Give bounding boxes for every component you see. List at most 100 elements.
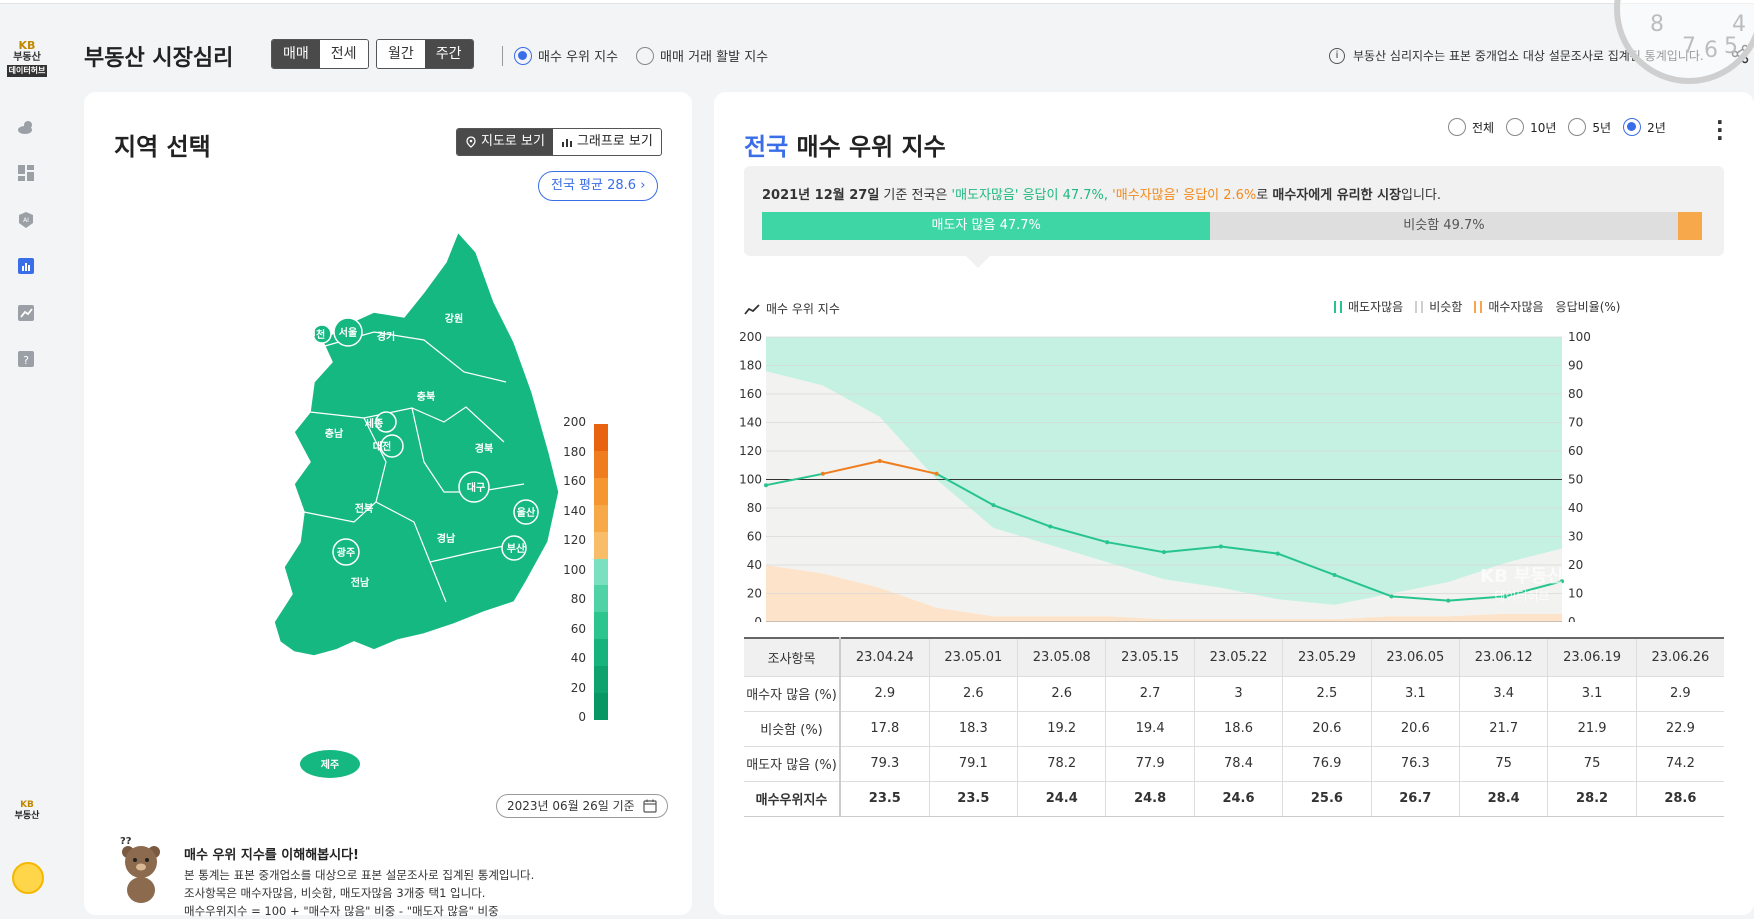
table-cell: 78.4 bbox=[1193, 746, 1283, 782]
radio-2y[interactable] bbox=[1623, 118, 1642, 136]
avatar[interactable] bbox=[12, 862, 44, 894]
border-line bbox=[309, 406, 505, 443]
index-point[interactable] bbox=[1503, 594, 1508, 599]
more-menu-icon[interactable]: · · · bbox=[1716, 110, 1724, 150]
table-cell: 76.3 bbox=[1370, 746, 1460, 782]
map-view-button[interactable]: 지도로 보기 bbox=[457, 129, 553, 155]
date-picker[interactable]: 2023년 06월 26일 기준 bbox=[496, 794, 668, 818]
radio-buy-index-label[interactable]: 매수 우위 지수 bbox=[538, 50, 619, 65]
region-label[interactable]: 전남 bbox=[351, 576, 370, 589]
kb-small-logo[interactable]: KB 부동산 bbox=[10, 800, 44, 822]
year-option-10[interactable]: 10년 bbox=[1506, 118, 1556, 136]
graph-view-button[interactable]: 그래프로 보기 bbox=[553, 129, 661, 155]
y-left-tick: 20 bbox=[747, 587, 762, 601]
radio-buy-index[interactable] bbox=[514, 46, 532, 65]
legend-buyer: 매수자많음 bbox=[1474, 298, 1544, 315]
region-label[interactable]: 부산 bbox=[507, 542, 526, 555]
gwangju-boundary bbox=[332, 538, 360, 566]
scale-tick-label: 20 bbox=[570, 680, 586, 695]
y-left-tick: 200 bbox=[739, 330, 762, 344]
region-label[interactable]: 세종 bbox=[365, 417, 383, 430]
seoul-boundary bbox=[333, 317, 363, 347]
dashboard-icon[interactable] bbox=[14, 162, 38, 184]
radio-5y[interactable] bbox=[1568, 118, 1587, 136]
same-area bbox=[766, 371, 1562, 620]
explain-line: 본 통계는 표본 중개업소를 대상으로 표본 설문조사로 집계된 통계입니다. bbox=[184, 868, 535, 882]
table-column-header: 23.06.19 bbox=[1547, 637, 1637, 677]
year-option-all[interactable]: 전체 bbox=[1448, 118, 1494, 136]
index-point[interactable] bbox=[820, 471, 825, 476]
logo2-name: 부동산 bbox=[14, 811, 40, 821]
help-icon[interactable]: ? bbox=[14, 348, 38, 370]
year-option-2[interactable]: 2년 bbox=[1623, 118, 1666, 136]
region-label[interactable]: 경남 bbox=[437, 532, 456, 545]
region-label[interactable]: 인천 bbox=[307, 328, 325, 341]
radio-all[interactable] bbox=[1448, 118, 1466, 136]
region-label[interactable]: 전북 bbox=[355, 502, 373, 515]
info-text: 부동산 심리지수는 표본 중개업소 대상 설문조사로 집계된 통계입니다. bbox=[1353, 49, 1704, 63]
index-line-segment bbox=[936, 472, 994, 507]
radio-trade-index-label[interactable]: 매매 거래 활발 지수 bbox=[660, 50, 769, 65]
scale-tick-label: 60 bbox=[570, 621, 586, 636]
scale-tick-label: 80 bbox=[570, 592, 586, 606]
national-average-button[interactable]: 전국 평균 28.6 › bbox=[538, 171, 659, 201]
region-label[interactable]: 대전 bbox=[373, 440, 391, 453]
kb-chart-icon[interactable] bbox=[14, 255, 38, 277]
header: 부동산 시장심리 매매 전세 월간 주간 매수 우위 지수 매매 거래 활발 지… bbox=[54, 0, 1754, 92]
table-column-header: 23.06.26 bbox=[1635, 637, 1724, 677]
ai-icon[interactable]: AI bbox=[14, 209, 38, 231]
weather-icon[interactable] bbox=[14, 116, 38, 138]
trend-icon[interactable] bbox=[14, 302, 38, 324]
area-legend: 매도자많음 비슷함 매수자많음 응답비율(%) bbox=[1334, 298, 1620, 315]
index-point[interactable] bbox=[877, 458, 882, 463]
tab-weekly[interactable]: 주간 bbox=[424, 40, 473, 68]
index-point[interactable] bbox=[1048, 524, 1053, 529]
region-label[interactable]: 경북 bbox=[475, 442, 493, 455]
legend-label: 매도자많음 bbox=[1348, 300, 1404, 314]
region-label[interactable]: 대구 bbox=[467, 481, 485, 494]
kb-logo[interactable]: KB 부동산 데이터허브 bbox=[6, 40, 48, 77]
index-point[interactable] bbox=[1332, 572, 1337, 577]
tab-jeonse[interactable]: 전세 bbox=[319, 40, 368, 68]
index-point[interactable] bbox=[1560, 579, 1564, 584]
sidebar: KB 부동산 데이터허브 AI ? KB 부동산 bbox=[0, 4, 54, 915]
y-right-tick: 50 bbox=[1568, 473, 1583, 487]
region-label[interactable]: 경기 bbox=[377, 330, 395, 343]
region-label[interactable]: 충북 bbox=[417, 390, 435, 403]
index-point[interactable] bbox=[1162, 550, 1166, 555]
region-label[interactable]: 서울 bbox=[339, 326, 357, 339]
region-label[interactable]: 강원 bbox=[445, 312, 463, 325]
index-line-segment bbox=[822, 459, 880, 475]
tab-sale[interactable]: 매매 bbox=[272, 40, 320, 68]
radio-trade-index[interactable] bbox=[636, 46, 655, 65]
region-label[interactable]: 충남 bbox=[325, 427, 344, 440]
index-point[interactable] bbox=[1105, 540, 1110, 545]
year-option-label: 10년 bbox=[1530, 120, 1557, 135]
page-title: 부동산 시장심리 bbox=[84, 46, 234, 71]
index-point[interactable] bbox=[991, 503, 996, 508]
index-radio-group: 매수 우위 지수 매매 거래 활발 지수 bbox=[514, 46, 768, 65]
region-label[interactable]: 울산 bbox=[517, 506, 536, 519]
tab-monthly[interactable]: 월간 bbox=[377, 40, 425, 68]
table-row-label: 매수자 많음 (%) bbox=[744, 676, 841, 712]
index-point[interactable] bbox=[934, 471, 939, 476]
region-label[interactable]: 제주 bbox=[321, 758, 339, 771]
index-point[interactable] bbox=[1275, 551, 1280, 556]
radio-10y[interactable] bbox=[1506, 118, 1525, 136]
scale-segment bbox=[594, 477, 608, 506]
region-label[interactable]: 광주 bbox=[337, 547, 355, 559]
index-point[interactable] bbox=[1446, 598, 1451, 603]
table-header-label: 조사항목 bbox=[744, 637, 841, 677]
year-option-5[interactable]: 5년 bbox=[1568, 118, 1611, 136]
date-label: 2023년 06월 26일 기준 bbox=[507, 799, 635, 813]
table-cell: 25.6 bbox=[1282, 781, 1372, 817]
buy-index-chart[interactable]: 0 20 40 60 80 100 120 140 160 180 200 0 10 20 30 40 50 60… bbox=[714, 322, 1754, 622]
bear-mascot-icon: ?? bbox=[120, 836, 160, 903]
clock-overlay: 8 4 7 6 5 bbox=[1614, 0, 1754, 84]
y-left-tick: 120 bbox=[739, 444, 762, 458]
index-point[interactable] bbox=[1218, 544, 1223, 549]
index-point[interactable] bbox=[1389, 594, 1394, 599]
index-point[interactable] bbox=[764, 483, 768, 488]
border-line bbox=[363, 417, 447, 603]
